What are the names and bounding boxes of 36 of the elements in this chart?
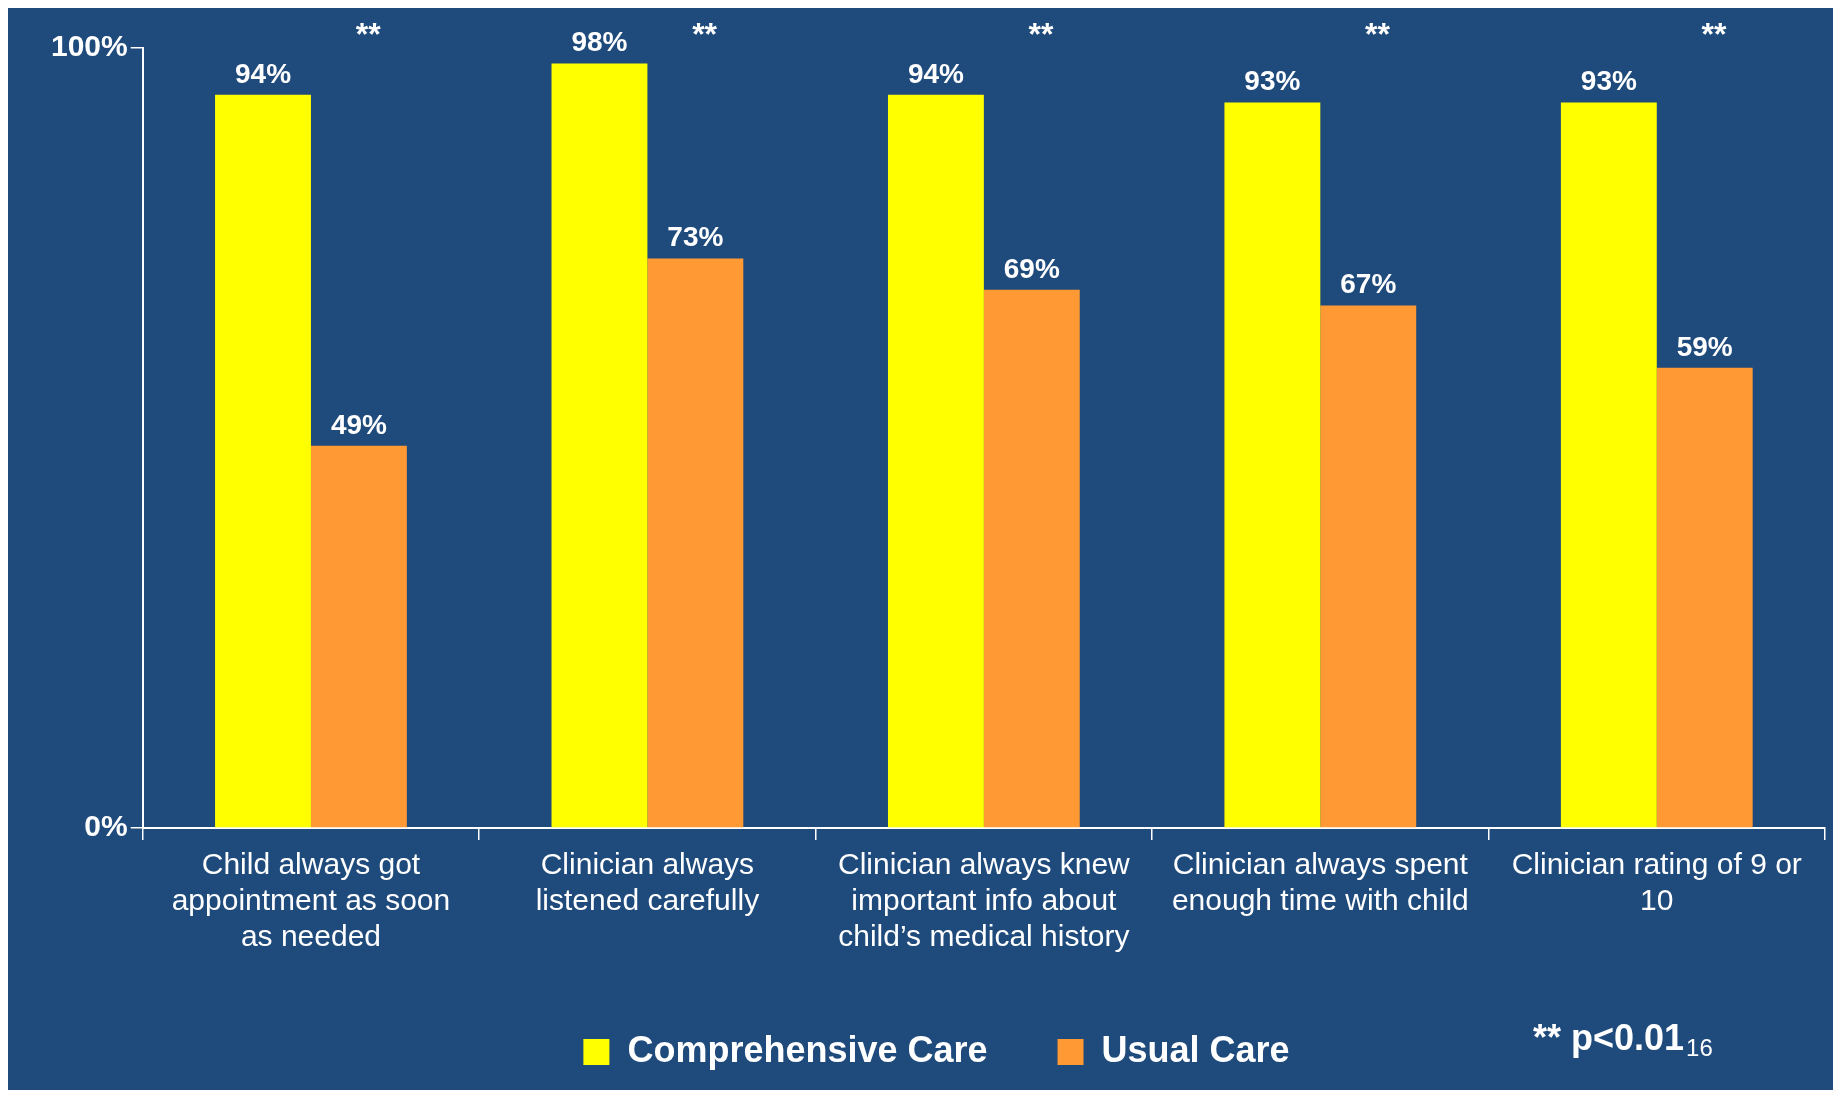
legend-label: Comprehensive Care: [627, 1028, 988, 1070]
data-label: 93%: [1580, 65, 1637, 97]
annotation: **: [1701, 15, 1727, 52]
bar: [1224, 102, 1321, 828]
x-tick-label: Child always got appointment as soon as needed: [171, 847, 451, 953]
bar: [551, 63, 648, 828]
bar: [887, 94, 984, 828]
annotation: **: [355, 15, 382, 52]
x-tick-label: Clinician rating of 9 or 10: [1511, 847, 1802, 917]
legend-label: Usual Care: [1101, 1028, 1290, 1070]
y-tick-label: 0%: [84, 809, 128, 843]
data-label: 94%: [907, 57, 965, 89]
data-label: 94%: [234, 57, 292, 89]
x-tick-label: Clinician always knew important info about child’s medical history: [837, 847, 1131, 953]
annotation: **: [692, 15, 718, 52]
annotation: **: [1365, 15, 1391, 52]
bar: [1656, 367, 1753, 828]
data-label: 49%: [330, 408, 388, 440]
annotation: **: [1028, 15, 1055, 52]
data-label: 67%: [1340, 268, 1397, 300]
bar: [215, 94, 311, 828]
bar: [1320, 305, 1417, 828]
bar: [1560, 102, 1657, 828]
data-label: 59%: [1676, 330, 1733, 362]
x-tick-label: Clinician always listened carefully: [535, 847, 760, 917]
bar: [983, 289, 1080, 828]
bar: [310, 445, 407, 828]
data-label: 69%: [1003, 252, 1060, 284]
text: 16: [1686, 1034, 1713, 1061]
bar: [647, 258, 744, 828]
text: ** p<0.01: [1533, 1017, 1685, 1058]
data-label: 93%: [1244, 65, 1301, 97]
y-tick-label: 100%: [50, 29, 128, 63]
data-label: 73%: [667, 221, 724, 253]
data-label: 98%: [571, 26, 628, 58]
x-tick-label: Clinician always spent enough time with child: [1171, 847, 1469, 917]
